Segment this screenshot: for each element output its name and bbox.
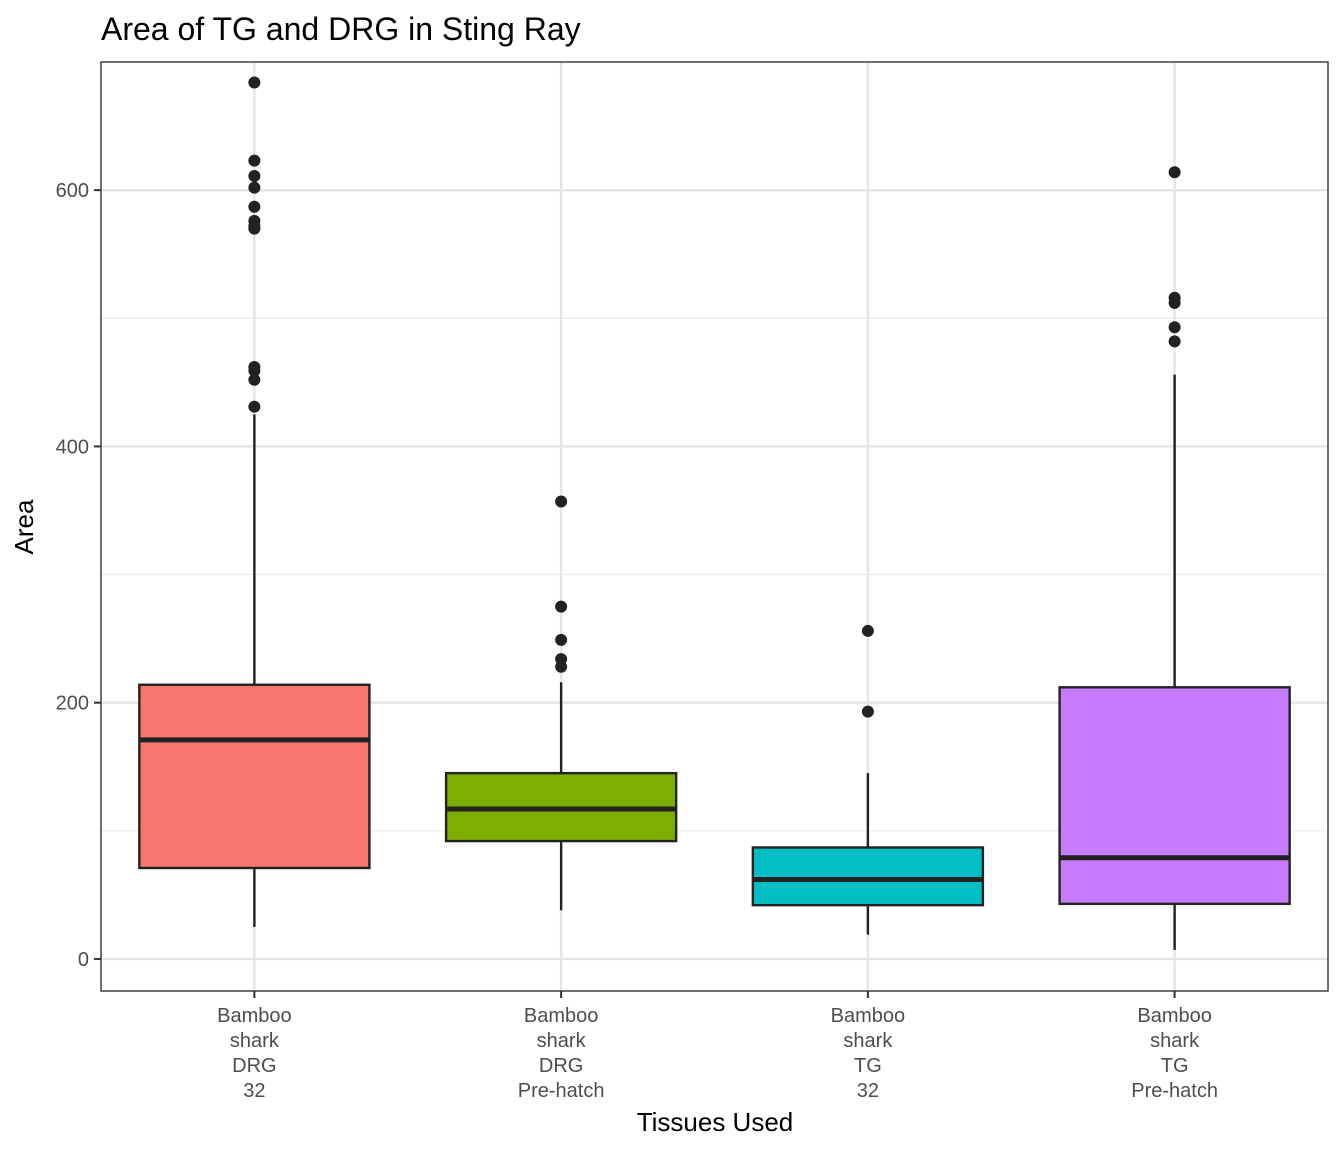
- x-tick-label: Bamboo shark TG Pre-hatch: [1131, 1005, 1218, 1102]
- outlier-point: [861, 624, 874, 637]
- outlier-point: [248, 181, 261, 194]
- y-tick-label: 200: [56, 693, 89, 715]
- outlier-point: [248, 200, 261, 213]
- outlier-point: [555, 495, 568, 508]
- x-tick-label: Bamboo shark DRG 32: [217, 1005, 292, 1102]
- box: [1058, 686, 1291, 906]
- x-tick-label-line: Bamboo: [831, 1005, 906, 1027]
- panel-border: [100, 61, 1329, 992]
- chart-title: Area of TG and DRG in Sting Ray: [101, 11, 581, 47]
- outlier-point: [248, 154, 261, 167]
- x-tick-label-line: 32: [243, 1080, 265, 1102]
- outlier-point: [1168, 291, 1181, 304]
- outlier-point: [248, 360, 261, 373]
- x-tick-label-line: TG: [1161, 1055, 1189, 1077]
- x-tick-label-line: shark: [1150, 1030, 1200, 1052]
- outlier-point: [1168, 166, 1181, 179]
- x-tick-label-line: TG: [854, 1055, 882, 1077]
- x-tick-label: Bamboo shark DRG Pre-hatch: [518, 1005, 605, 1102]
- outlier-point: [555, 633, 568, 646]
- x-tick-label-line: shark: [843, 1030, 893, 1052]
- outlier-point: [1168, 335, 1181, 348]
- box: [138, 683, 371, 870]
- x-tick-label-line: 32: [857, 1080, 879, 1102]
- outlier-point: [248, 400, 261, 413]
- outlier-point: [1168, 321, 1181, 334]
- x-tick-label-line: Bamboo: [1137, 1005, 1212, 1027]
- x-tick-label-line: Bamboo: [524, 1005, 599, 1027]
- outlier-point: [248, 214, 261, 227]
- outlier-point: [248, 373, 261, 386]
- outlier-point: [861, 705, 874, 718]
- x-tick-label-line: DRG: [539, 1055, 583, 1077]
- y-axis-title: Area: [9, 499, 39, 554]
- x-tick-label-line: Bamboo: [217, 1005, 292, 1027]
- outlier-point: [555, 653, 568, 666]
- plot-area: 0 200 400 600 Bamboo shark DRG 32 Bamboo shark DRG…: [56, 61, 1329, 1102]
- y-tick-label: 400: [56, 436, 89, 458]
- outlier-point: [248, 76, 261, 89]
- x-tick-label-line: DRG: [232, 1055, 276, 1077]
- x-tick-label-line: Pre-hatch: [1131, 1080, 1218, 1102]
- x-tick-label: Bamboo shark TG 32: [831, 1005, 906, 1102]
- x-tick-label-line: Pre-hatch: [518, 1080, 605, 1102]
- box: [751, 846, 985, 907]
- x-axis-title: Tissues Used: [637, 1107, 794, 1137]
- x-tick-label-line: shark: [537, 1030, 587, 1052]
- outlier-point: [248, 170, 261, 183]
- y-tick-label: 0: [78, 949, 89, 971]
- outlier-point: [555, 600, 568, 613]
- x-tick-label-line: shark: [230, 1030, 280, 1052]
- y-tick-label: 600: [56, 180, 89, 202]
